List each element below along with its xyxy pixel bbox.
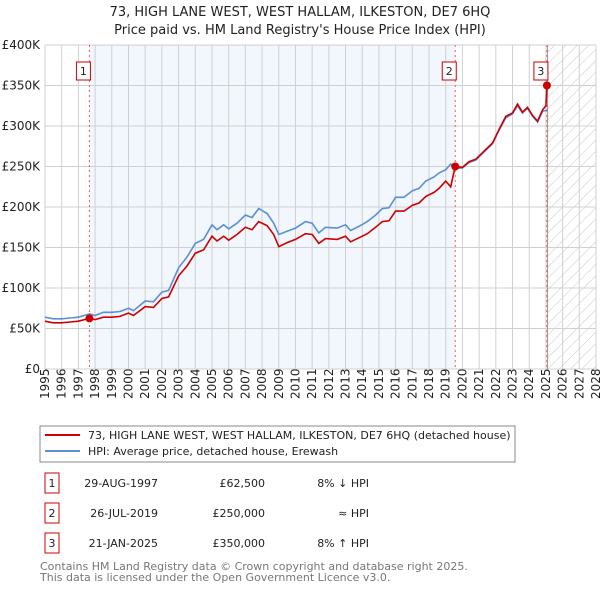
sale-hpi-comparison: ≈ HPI [338,507,369,520]
x-tick-label: 2025 [539,368,553,399]
y-tick-label: £350K [2,79,42,93]
sale-point [85,314,94,323]
y-tick-label: £50K [9,322,41,336]
x-tick-label: 2021 [472,368,486,399]
x-tick-label: 2015 [372,368,386,399]
x-tick-label: 2011 [305,368,319,399]
x-tick-label: 2010 [288,368,302,399]
sale-annotation-box [75,61,91,81]
y-tick-label: £0 [25,362,40,376]
chart-subtitle: Price paid vs. HM Land Registry's House … [114,23,486,38]
sale-annotation-label: 1 [80,65,87,78]
footer-copyright: Contains HM Land Registry data © Crown c… [40,560,468,573]
x-tick-label: 2012 [322,368,336,399]
chart-title: 73, HIGH LANE WEST, WEST HALLAM, ILKESTO… [110,5,491,20]
x-tick-label: 2008 [255,368,269,399]
x-tick-label: 2022 [489,368,503,399]
sale-number: 3 [49,537,56,550]
sale-date: 26-JUL-2019 [90,507,158,520]
sale-annotation-box [441,61,457,81]
x-tick-label: 2006 [222,368,236,399]
x-tick-label: 2026 [556,368,570,399]
sale-number: 2 [49,507,56,520]
y-tick-label: £150K [2,241,42,255]
x-tick-label: 2009 [272,368,286,399]
x-tick-label: 2018 [422,368,436,399]
x-tick-label: 2005 [205,368,219,399]
sale-row: 3 21-JAN-2025 £350,000 8% ↑ HPI [44,532,369,554]
sale-number-box [44,502,60,524]
x-tick-label: 2014 [355,368,369,399]
legend-hpi-label: HPI: Average price, detached house, Erew… [88,445,338,458]
legend-property-label: 73, HIGH LANE WEST, WEST HALLAM, ILKESTO… [88,429,511,442]
x-tick-label: 1998 [88,368,102,399]
y-tick-label: £400K [2,38,42,52]
x-tick-label: 2007 [238,368,252,399]
x-tick-label: 2020 [455,368,469,399]
sale-date: 29-AUG-1997 [84,477,158,490]
sale-point [451,162,460,171]
x-tick-label: 2016 [389,368,403,399]
footer-licence: This data is licensed under the Open Gov… [39,571,390,584]
x-tick-label: 2013 [339,368,353,399]
y-tick-label: £250K [2,160,42,174]
x-tick-label: 1997 [71,368,85,399]
y-tick-label: £100K [2,281,42,295]
sale-annotation-box [533,61,549,81]
y-tick-label: £300K [2,119,42,133]
x-tick-label: 2024 [522,368,536,399]
x-tick-label: 2004 [188,368,202,399]
sale-price: £62,500 [220,477,266,490]
x-tick-label: 1996 [55,368,69,399]
y-tick-label: £200K [2,200,42,214]
sale-date: 21-JAN-2025 [89,537,158,550]
x-tick-label: 2001 [138,368,152,399]
sale-number-box [44,532,60,554]
sale-hpi-comparison: 8% ↓ HPI [317,477,369,490]
x-tick-label: 2027 [572,368,586,399]
x-tick-label: 1999 [105,368,119,399]
sale-annotation-label: 2 [446,65,453,78]
property-price-line [44,85,548,324]
legend-box [39,425,516,463]
x-tick-label: 2000 [121,368,135,399]
x-tick-label: 2028 [589,368,600,399]
sale-annotation-label: 3 [537,65,544,78]
sale-price: £350,000 [213,537,266,550]
x-tick-label: 2003 [172,368,186,399]
x-tick-label: 1995 [38,368,52,399]
sale-number: 1 [49,477,56,490]
sale-row: 2 26-JUL-2019 £250,000 ≈ HPI [44,502,369,524]
sale-number-box [44,472,60,494]
x-tick-label: 2023 [506,368,520,399]
sale-price: £250,000 [213,507,266,520]
sale-row: 1 29-AUG-1997 £62,500 8% ↓ HPI [44,472,369,494]
x-tick-label: 2002 [155,368,169,399]
x-tick-label: 2019 [439,368,453,399]
sale-hpi-comparison: 8% ↑ HPI [317,537,369,550]
sale-point [542,81,551,90]
x-tick-label: 2017 [405,368,419,399]
